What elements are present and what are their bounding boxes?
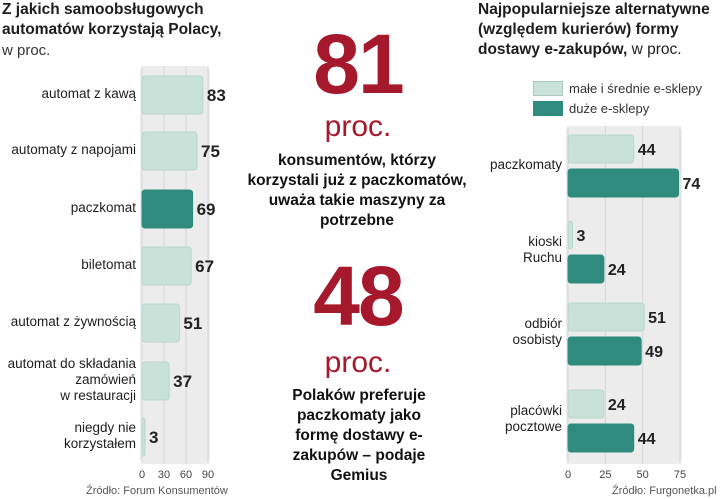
left-bar bbox=[141, 361, 170, 401]
right-x-tick-label: 50 bbox=[637, 469, 649, 481]
left-bar bbox=[141, 75, 204, 115]
stat1-description: konsumentów, którzy korzystali już z pac… bbox=[247, 152, 467, 229]
left-bar-value-label: 51 bbox=[183, 314, 202, 333]
stat2-unit: proc. bbox=[324, 346, 392, 379]
left-bar-value-label: 67 bbox=[195, 257, 214, 276]
right-bar-value-label: 24 bbox=[608, 397, 626, 414]
legend-swatch-small bbox=[533, 80, 563, 96]
legend-label-small: małe i średnie e-sklepy bbox=[569, 80, 702, 96]
left-bar-value-label: 37 bbox=[173, 372, 192, 391]
right-bar-value-label: 44 bbox=[638, 431, 656, 448]
right-bar-small bbox=[567, 220, 573, 250]
right-bar-value-label: 74 bbox=[683, 176, 701, 193]
right-bar-value-label: 49 bbox=[645, 344, 663, 361]
legend-item-large: duże e-sklepy bbox=[533, 98, 702, 118]
left-bar bbox=[141, 303, 180, 343]
right-bar-small bbox=[567, 134, 635, 164]
left-bar bbox=[141, 131, 198, 171]
right-plot-panel bbox=[566, 126, 682, 464]
left-x-tick-label: 60 bbox=[180, 469, 192, 481]
left-bar bbox=[141, 246, 192, 286]
left-bar bbox=[141, 189, 194, 229]
left-category-label: paczkomat bbox=[70, 200, 136, 215]
left-bar bbox=[141, 417, 146, 457]
left-category-label: automat do składania zamówień w restaura… bbox=[7, 356, 136, 403]
left-category-label: biletomat bbox=[81, 257, 136, 272]
right-chart-subtitle: w proc. bbox=[631, 41, 682, 58]
right-bar-value-label: 44 bbox=[638, 142, 656, 159]
left-category-label: niegdy nie korzystałem bbox=[63, 420, 136, 451]
left-bar-value-label: 75 bbox=[201, 142, 220, 161]
left-bar-value-label: 69 bbox=[197, 200, 216, 219]
left-category-label: automaty z napojami bbox=[11, 142, 136, 157]
stat1-unit: proc. bbox=[324, 110, 392, 143]
right-bar-small bbox=[567, 302, 645, 332]
left-category-label: automat z żywnością bbox=[10, 314, 136, 329]
left-x-tick-label: 30 bbox=[158, 469, 170, 481]
left-bar-value-label: 83 bbox=[207, 86, 226, 105]
left-category-label: automat z kawą bbox=[41, 86, 136, 101]
right-source: Źródło: Furgonetka.pl bbox=[612, 485, 717, 497]
right-bar-value-label: 24 bbox=[608, 262, 626, 279]
stat2-description: Polaków preferuje paczkomaty jako formę … bbox=[292, 387, 426, 484]
right-category-label: odbiór osobisty bbox=[512, 316, 562, 347]
left-bar-value-label: 3 bbox=[149, 428, 158, 447]
right-x-tick-label: 75 bbox=[674, 469, 686, 481]
legend-item-small: małe i średnie e-sklepy bbox=[533, 78, 702, 98]
left-x-tick-label: 0 bbox=[139, 469, 145, 481]
right-bar-small bbox=[567, 389, 605, 419]
right-bar-large bbox=[567, 336, 642, 366]
legend: małe i średnie e-sklepy duże e-sklepy bbox=[533, 78, 702, 118]
right-x-tick-label: 25 bbox=[599, 469, 611, 481]
right-chart-title: Najpopularniejsze alternatywne (względem… bbox=[478, 1, 710, 58]
right-bar-large bbox=[567, 254, 605, 284]
stat2-value: 48 bbox=[313, 249, 404, 343]
right-bar-large bbox=[567, 423, 635, 453]
right-category-label: paczkomaty bbox=[489, 156, 562, 172]
left-source: Źródło: Forum Konsumentów bbox=[86, 485, 228, 497]
right-category-label: placówki pocztowe bbox=[504, 403, 562, 434]
left-chart-title: Z jakich samoobsługowych automatów korzy… bbox=[2, 1, 222, 38]
right-category-label: kioski Ruchu bbox=[522, 234, 562, 265]
right-bar-value-label: 51 bbox=[648, 310, 666, 327]
right-bar-value-label: 3 bbox=[576, 228, 585, 245]
left-chart-subtitle: w proc. bbox=[2, 42, 51, 59]
stat1-value: 81 bbox=[313, 17, 404, 111]
left-x-tick-label: 90 bbox=[202, 469, 214, 481]
legend-label-large: duże e-sklepy bbox=[569, 100, 650, 116]
legend-swatch-large bbox=[533, 100, 563, 116]
right-bar-large bbox=[567, 168, 680, 198]
right-x-tick-label: 0 bbox=[565, 469, 571, 481]
